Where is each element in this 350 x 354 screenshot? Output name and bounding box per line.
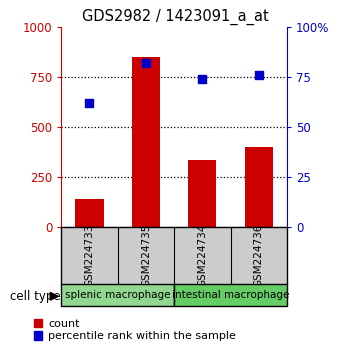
Legend: count, percentile rank within the sample: count, percentile rank within the sample xyxy=(34,319,236,341)
Point xyxy=(256,72,261,78)
Text: GSM224734: GSM224734 xyxy=(197,224,207,287)
Text: GDS2982 / 1423091_a_at: GDS2982 / 1423091_a_at xyxy=(82,9,268,25)
Point xyxy=(199,76,205,81)
Bar xyxy=(245,147,273,227)
Bar xyxy=(174,284,287,306)
Text: GSM224736: GSM224736 xyxy=(254,224,264,287)
Text: GSM224735: GSM224735 xyxy=(141,224,151,287)
Bar xyxy=(132,57,160,227)
Point xyxy=(143,60,149,65)
Bar xyxy=(61,284,174,306)
Text: splenic macrophage: splenic macrophage xyxy=(65,290,170,300)
Point xyxy=(87,100,92,105)
Bar xyxy=(188,160,216,227)
Bar xyxy=(75,199,104,227)
Text: cell type: cell type xyxy=(10,290,61,303)
Text: GSM224733: GSM224733 xyxy=(84,224,94,287)
Text: intestinal macrophage: intestinal macrophage xyxy=(172,290,289,300)
